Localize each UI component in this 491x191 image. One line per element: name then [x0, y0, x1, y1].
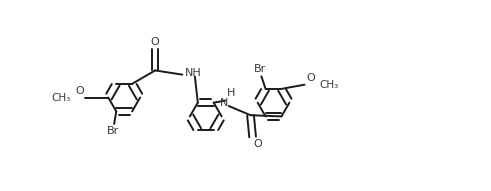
Text: Br: Br [107, 126, 119, 136]
Text: O: O [151, 37, 160, 47]
Text: Br: Br [254, 64, 266, 74]
Text: CH₃: CH₃ [52, 93, 71, 104]
Text: O: O [254, 139, 263, 149]
Text: CH₃: CH₃ [319, 80, 338, 90]
Text: N: N [219, 98, 228, 108]
Text: O: O [75, 86, 83, 96]
Text: NH: NH [185, 68, 201, 78]
Text: O: O [306, 73, 315, 83]
Text: H: H [227, 88, 236, 99]
